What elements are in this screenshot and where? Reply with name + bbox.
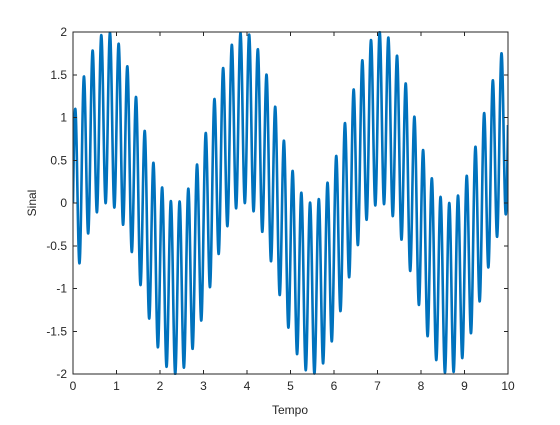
y-tick-label: 0 xyxy=(60,196,67,210)
x-tick-label: 1 xyxy=(113,379,120,393)
y-tick-label: 1 xyxy=(60,111,67,125)
x-tick-label: 2 xyxy=(157,379,164,393)
y-ticks: -2 -1.5 -1 -0.5 0 0.5 1 1.5 2 xyxy=(46,25,508,381)
y-tick-label: 0.5 xyxy=(50,153,67,167)
series-layer xyxy=(73,31,508,375)
y-axis-label: Sinal xyxy=(25,190,39,217)
x-axis-label: Tempo xyxy=(272,403,308,417)
y-tick-label: -0.5 xyxy=(46,239,67,253)
x-tick-label: 0 xyxy=(70,379,77,393)
y-tick-label: -1 xyxy=(56,282,67,296)
x-tick-label: 6 xyxy=(331,379,338,393)
x-tick-label: 3 xyxy=(200,379,207,393)
x-tick-label: 5 xyxy=(287,379,294,393)
x-tick-label: 10 xyxy=(501,379,515,393)
y-tick-label: -2 xyxy=(56,367,67,381)
x-tick-label: 8 xyxy=(418,379,425,393)
x-tick-label: 7 xyxy=(374,379,381,393)
x-tick-label: 9 xyxy=(461,379,468,393)
series-line-0 xyxy=(73,31,508,375)
y-tick-label: 1.5 xyxy=(50,68,67,82)
y-tick-label: -1.5 xyxy=(46,324,67,338)
x-tick-label: 4 xyxy=(244,379,251,393)
x-ticks: 0 1 2 3 4 5 6 7 8 9 10 xyxy=(70,32,515,393)
y-tick-label: 2 xyxy=(60,25,67,39)
